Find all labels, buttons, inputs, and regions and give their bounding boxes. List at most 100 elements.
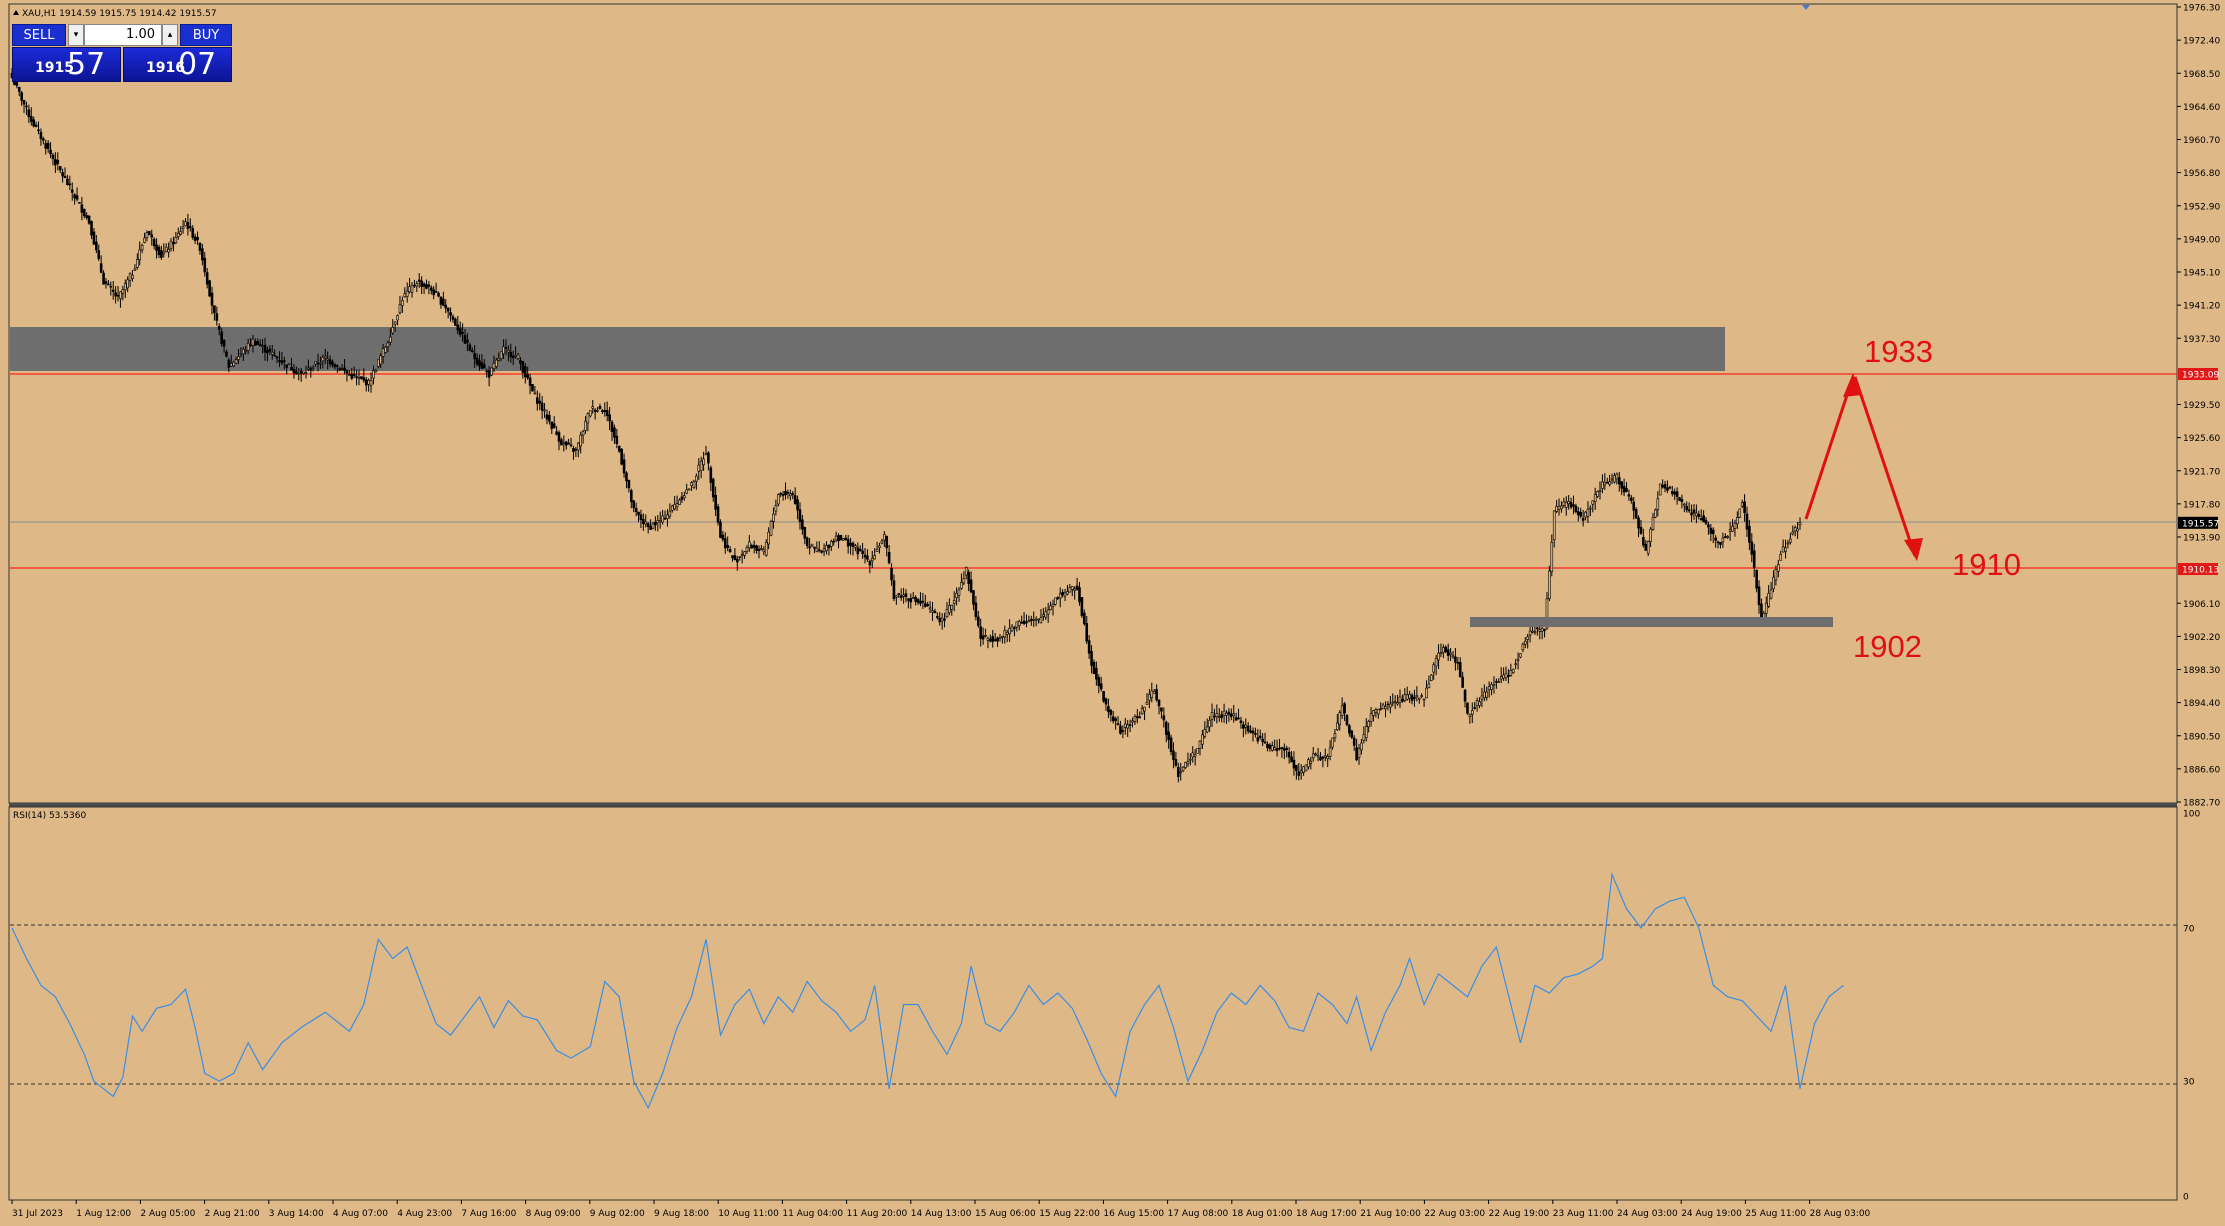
candle <box>386 340 390 353</box>
candle <box>391 319 395 335</box>
time-tick-label: 24 Aug 03:00 <box>1617 1209 1678 1219</box>
candle <box>29 107 33 126</box>
time-tick-label: 14 Aug 13:00 <box>911 1209 972 1219</box>
candle <box>1774 565 1778 586</box>
candle <box>548 410 551 425</box>
candle <box>834 531 838 543</box>
time-tick-label: 9 Aug 02:00 <box>590 1209 645 1219</box>
sell-price-box[interactable]: 1915 57 <box>12 47 121 82</box>
candle <box>673 495 676 511</box>
candle <box>1131 717 1134 728</box>
candle <box>1307 757 1310 770</box>
main-pane-border <box>8 3 2178 804</box>
candle <box>499 351 503 361</box>
candle <box>1372 709 1375 722</box>
candle <box>208 279 211 297</box>
chart-collapse-icon[interactable] <box>13 10 19 15</box>
candle <box>967 569 970 592</box>
candle <box>1030 615 1033 626</box>
candle <box>1148 688 1151 709</box>
candle <box>760 545 763 551</box>
candle <box>634 502 638 517</box>
time-axis[interactable]: 31 Jul 2023 1 Aug 12:00 2 Aug 05:00 2 Aug 2… <box>11 1200 1871 1219</box>
candle <box>586 412 590 432</box>
candle <box>762 546 766 556</box>
candle <box>596 407 599 413</box>
candle <box>572 445 575 460</box>
candle <box>798 502 802 530</box>
rsi-axis: 100 70 30 0 <box>2183 810 2200 1203</box>
candle <box>523 363 527 384</box>
candle <box>786 489 790 499</box>
candle <box>164 243 168 253</box>
candle <box>1160 707 1163 719</box>
candle <box>1377 708 1380 719</box>
candle <box>1408 690 1411 704</box>
candles-group <box>10 68 1802 783</box>
lot-decrease-button[interactable]: ▾ <box>68 24 84 46</box>
candle <box>1109 708 1113 722</box>
candle <box>936 612 939 620</box>
candle <box>610 420 614 441</box>
candle <box>1015 621 1019 632</box>
time-tick-label: 23 Aug 11:00 <box>1553 1209 1614 1219</box>
candle <box>639 509 643 529</box>
lot-size-input[interactable]: 1.00 <box>84 24 162 46</box>
candle <box>1220 710 1223 723</box>
candle <box>574 446 578 457</box>
candle <box>827 544 831 556</box>
candle <box>593 408 597 420</box>
candle <box>810 543 814 548</box>
price-tag-label: 1933.09 <box>2182 371 2219 381</box>
candle <box>1107 698 1110 719</box>
candle <box>1786 539 1790 549</box>
candle <box>516 352 520 360</box>
candle <box>191 225 195 240</box>
candle <box>1437 644 1440 670</box>
candle <box>829 539 833 552</box>
candle <box>148 230 151 236</box>
candle <box>1470 702 1474 723</box>
price-axis[interactable]: 1976.30 1972.40 1968.50 1964.60 1960.70 1956.… <box>2177 4 2220 809</box>
candle <box>1017 619 1021 631</box>
candle <box>863 548 867 564</box>
candle <box>1201 729 1204 749</box>
candle <box>1675 487 1679 505</box>
candle <box>750 543 754 550</box>
candle <box>150 229 154 246</box>
candle <box>263 337 267 361</box>
candle <box>470 347 474 353</box>
candle <box>266 346 269 362</box>
candle <box>1721 532 1725 548</box>
candle <box>1743 494 1746 522</box>
projection-arrowhead-down <box>1904 538 1923 561</box>
candle <box>1519 653 1522 659</box>
candle <box>270 344 274 360</box>
pane-separator[interactable] <box>9 803 2177 807</box>
candle <box>1697 510 1701 520</box>
candle <box>764 539 768 557</box>
candle <box>292 364 296 379</box>
buy-button[interactable]: BUY <box>180 24 232 46</box>
candle <box>1360 738 1363 755</box>
buy-price-box[interactable]: 1916 07 <box>123 47 232 82</box>
candle <box>1613 472 1616 484</box>
price-tick-label: 1925.60 <box>2183 434 2220 444</box>
candle <box>1309 756 1313 770</box>
sell-button[interactable]: SELL <box>12 24 66 46</box>
chart-shift-marker-icon[interactable] <box>1802 5 1810 10</box>
rsi-tick-label: 0 <box>2183 1193 2189 1203</box>
time-tick-label: 2 Aug 05:00 <box>140 1209 195 1219</box>
candle <box>928 601 932 614</box>
rsi-tick-label: 100 <box>2183 810 2200 820</box>
candle <box>564 440 568 450</box>
candle <box>1670 485 1674 497</box>
candle <box>562 435 566 452</box>
candle <box>379 353 382 368</box>
candle <box>222 338 226 353</box>
candle <box>321 354 325 369</box>
candle <box>1550 534 1554 577</box>
candle <box>167 242 170 258</box>
lot-increase-button[interactable]: ▴ <box>162 24 178 46</box>
candle <box>1102 691 1105 703</box>
